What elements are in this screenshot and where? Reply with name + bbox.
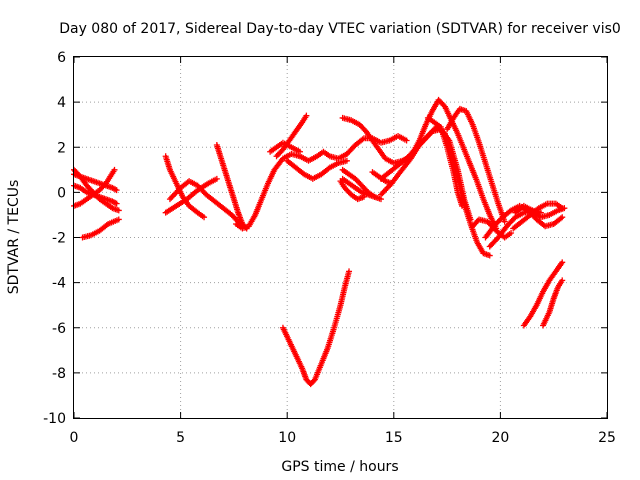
data-points xyxy=(71,96,568,388)
x-tick-label: 10 xyxy=(278,430,296,446)
y-tick-label: -4 xyxy=(52,276,66,292)
series-track xyxy=(424,114,466,209)
series-track xyxy=(520,259,566,329)
series-track xyxy=(444,105,508,225)
data-point xyxy=(343,157,350,164)
series-track xyxy=(337,178,367,203)
series-track xyxy=(540,277,566,329)
series-track xyxy=(512,202,568,221)
y-axis-label: SDTVAR / TECUs xyxy=(6,180,22,295)
series-track xyxy=(71,166,122,214)
data-point xyxy=(360,193,367,200)
data-point xyxy=(501,218,508,225)
grid xyxy=(74,57,607,418)
x-tick-label: 15 xyxy=(385,430,403,446)
series-track xyxy=(79,216,122,241)
series-track xyxy=(339,166,378,200)
data-point xyxy=(213,175,220,182)
x-axis-label: GPS time / hours xyxy=(281,459,398,475)
data-point xyxy=(559,214,566,221)
data-point xyxy=(559,277,566,284)
x-tick-label: 25 xyxy=(598,430,616,446)
plot-frame xyxy=(73,56,608,419)
series-track xyxy=(233,151,303,232)
data-point xyxy=(559,259,566,266)
data-point xyxy=(113,200,120,207)
data-point xyxy=(115,207,122,214)
series-track xyxy=(296,148,350,164)
series-track xyxy=(284,157,350,182)
x-tick-label: 0 xyxy=(70,430,79,446)
data-point xyxy=(201,214,208,221)
y-tick-label: -6 xyxy=(52,321,66,337)
series-track xyxy=(279,268,353,388)
data-point xyxy=(459,202,466,209)
axis-ticks: 0 5 10 15 20 25 -10 -8 -6 -4 -2 0 2 4 6 xyxy=(43,50,616,446)
data-point xyxy=(486,252,493,259)
data-point xyxy=(561,205,568,212)
y-tick-label: -10 xyxy=(43,411,66,427)
data-point xyxy=(403,137,410,144)
chart-title: Day 080 of 2017, Sidereal Day-to-day VTE… xyxy=(59,21,621,37)
series-track xyxy=(273,112,310,160)
series-track xyxy=(510,200,566,232)
data-point xyxy=(371,193,378,200)
series-track xyxy=(267,139,303,155)
data-point xyxy=(111,166,118,173)
data-point xyxy=(113,187,120,194)
x-tick-label: 20 xyxy=(491,430,509,446)
x-tick-label: 5 xyxy=(176,430,185,446)
data-point xyxy=(508,229,515,236)
y-tick-label: 2 xyxy=(57,140,66,156)
series-track xyxy=(343,132,410,158)
y-tick-label: -8 xyxy=(52,366,66,382)
y-tick-label: 4 xyxy=(57,95,66,111)
data-point xyxy=(303,112,310,119)
series-track xyxy=(378,123,493,259)
data-point xyxy=(346,268,353,275)
y-tick-label: 6 xyxy=(57,50,66,66)
y-tick-label: 0 xyxy=(57,185,66,201)
data-point xyxy=(115,216,122,223)
y-tick-label: -2 xyxy=(52,231,66,247)
